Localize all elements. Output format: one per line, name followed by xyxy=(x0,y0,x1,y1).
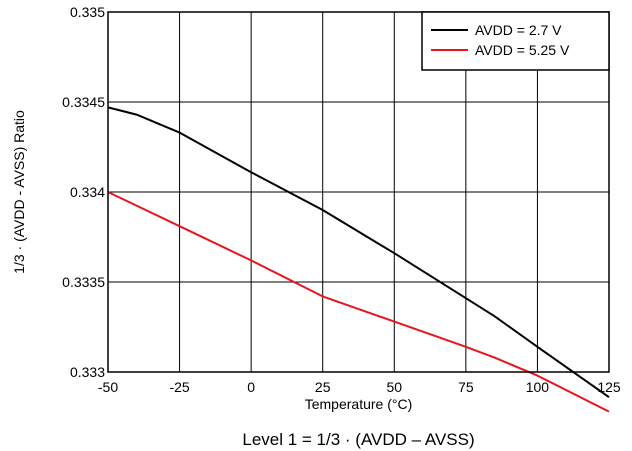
x-tick-label: 50 xyxy=(386,379,402,395)
legend-label-1: AVDD = 2.7 V xyxy=(475,22,562,38)
x-tick-label: 100 xyxy=(526,379,550,395)
x-tick-labels: -50 -25 0 25 50 75 100 125 xyxy=(98,379,621,395)
x-tick-label: 75 xyxy=(458,379,474,395)
y-axis-label: 1/3 · (AVDD - AVSS) Ratio xyxy=(11,110,27,274)
y-tick-label: 0.333 xyxy=(70,364,105,380)
x-axis-label: Temperature (°C) xyxy=(305,396,413,412)
x-tick-label: 25 xyxy=(315,379,331,395)
legend-box xyxy=(421,11,610,71)
x-tick-label: -50 xyxy=(98,379,118,395)
y-tick-label: 0.334 xyxy=(70,184,105,200)
x-tick-label: 0 xyxy=(247,379,255,395)
legend: AVDD = 2.7 V AVDD = 5.25 V xyxy=(421,11,610,71)
chart-caption: Level 1 = 1/3 · (AVDD – AVSS) xyxy=(242,430,474,449)
series-line-2 xyxy=(107,191,610,413)
y-tick-labels: 0.333 0.3335 0.334 0.3345 0.335 xyxy=(62,4,105,380)
y-tick-label: 0.3335 xyxy=(62,274,105,290)
series-line-1 xyxy=(107,106,610,399)
y-tick-label: 0.3345 xyxy=(62,94,105,110)
x-tick-label: 125 xyxy=(597,379,621,395)
y-tick-label: 0.335 xyxy=(70,4,105,20)
x-tick-label: -25 xyxy=(169,379,189,395)
legend-label-2: AVDD = 5.25 V xyxy=(475,42,570,58)
plot-frame xyxy=(107,11,610,373)
series-lines xyxy=(107,106,610,413)
